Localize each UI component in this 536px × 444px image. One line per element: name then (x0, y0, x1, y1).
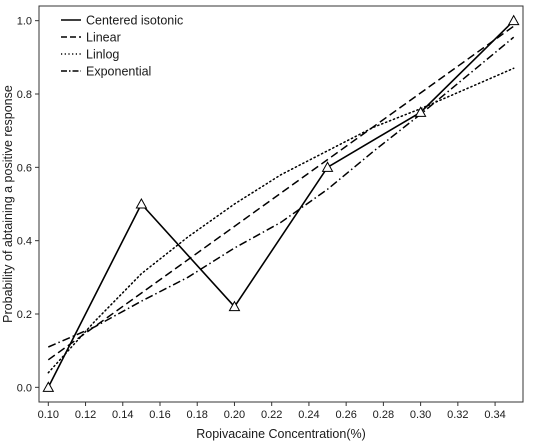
x-tick-label: 0.32 (447, 409, 468, 421)
y-tick-label: 0.8 (17, 89, 32, 101)
x-tick-label: 0.18 (187, 409, 208, 421)
series-line-2 (47, 67, 515, 374)
legend: Centered isotonic Linear Linlog Exponential (61, 14, 183, 79)
legend-label: Linlog (86, 48, 119, 62)
x-tick-label: 0.30 (410, 409, 431, 421)
data-point-marker (228, 300, 241, 312)
x-tick-label: 0.12 (75, 409, 96, 421)
x-tick-label: 0.22 (261, 409, 282, 421)
data-point-marker (414, 106, 427, 117)
data-point-marker (42, 381, 55, 392)
y-tick-label: 0.0 (17, 382, 32, 394)
y-tick-label: 0.6 (17, 162, 32, 174)
marker-layer (42, 14, 520, 392)
series-layer (47, 20, 515, 388)
x-tick-label: 0.24 (298, 409, 319, 421)
x-tick-label: 0.10 (38, 409, 59, 421)
y-tick-label: 0.2 (17, 309, 32, 321)
x-tick-label: 0.20 (224, 409, 245, 421)
x-tick-label: 0.16 (149, 409, 170, 421)
series-line-3 (48, 36, 515, 348)
x-tick-label: 0.34 (484, 409, 505, 421)
legend-label: Exponential (86, 65, 151, 79)
x-tick-label: 0.14 (112, 409, 133, 421)
y-axis-ticks: 0.0 0.2 0.4 0.6 0.8 1.0 (17, 16, 39, 394)
plot-panel (38, 5, 524, 403)
x-axis-label: Ropivacaine Concentration(%) (196, 427, 366, 441)
y-tick-label: 1.0 (17, 16, 32, 28)
data-point-marker (321, 161, 334, 172)
data-point-marker (507, 14, 520, 26)
data-point-marker (135, 197, 148, 209)
x-tick-label: 0.26 (335, 409, 356, 421)
legend-label: Linear (86, 31, 121, 45)
series-line-0 (47, 20, 515, 388)
legend-label: Centered isotonic (86, 14, 183, 28)
x-tick-label: 0.28 (373, 409, 394, 421)
x-axis-ticks: 0.10 0.12 0.14 0.16 0.18 0.20 0.22 0.24 0.26 0.28… (38, 402, 506, 421)
y-tick-label: 0.4 (17, 236, 32, 248)
y-axis-label: Probability of abtaining a positive resp… (1, 85, 15, 323)
